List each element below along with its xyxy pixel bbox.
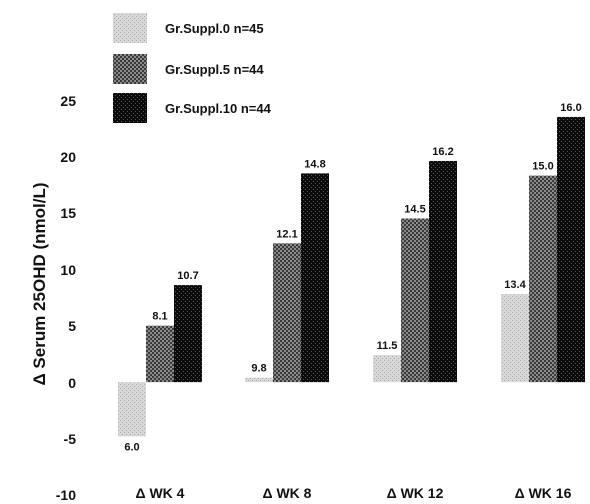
- y-tick-label: 10: [60, 262, 76, 278]
- y-tick-label: -5: [64, 431, 77, 447]
- bar-value-label: 10.7: [177, 270, 198, 282]
- legend: Gr.Suppl.0 n=45 Gr.Suppl.5 n=44 Gr.Suppl…: [113, 13, 272, 123]
- bar: [118, 382, 146, 437]
- legend-swatch: [113, 93, 147, 123]
- legend-label: Gr.Suppl.10 n=44: [165, 101, 272, 116]
- bar-value-label: 16.2: [432, 146, 453, 158]
- legend-swatch: [113, 54, 147, 84]
- bar: [429, 160, 457, 383]
- data-labels-layer: 6.0 8.1 10.7 9.8 12.1 14.8 11.5 14.5 16.2 13.4 15.…: [124, 102, 581, 453]
- bar: [174, 285, 202, 383]
- bar-value-label: 6.0: [124, 441, 139, 453]
- bar: [373, 355, 401, 383]
- bar-value-label: 14.8: [304, 158, 325, 170]
- legend-item: Gr.Suppl.0 n=45: [113, 13, 264, 43]
- legend-item: Gr.Suppl.10 n=44: [113, 93, 272, 123]
- bars-layer: [118, 116, 585, 437]
- x-tick-label: Δ WK 4: [136, 485, 185, 501]
- bar-value-label: 9.8: [251, 363, 266, 375]
- y-axis-ticks: 25 20 15 10 5 0 -5 -10: [56, 93, 76, 503]
- bar: [245, 377, 273, 383]
- x-tick-label: Δ WK 16: [515, 485, 572, 501]
- y-tick-label: 25: [60, 93, 76, 109]
- legend-label: Gr.Suppl.5 n=44: [165, 62, 264, 77]
- y-axis-label: Δ Serum 25OHD (nmol/L): [30, 182, 49, 385]
- bar: [401, 218, 429, 383]
- bar: [501, 294, 529, 383]
- x-tick-label: Δ WK 12: [387, 485, 444, 501]
- bar-value-label: 14.5: [404, 204, 425, 216]
- legend-label: Gr.Suppl.0 n=45: [165, 21, 264, 36]
- bar-value-label: 15.0: [532, 161, 553, 173]
- y-tick-label: 20: [60, 149, 76, 165]
- bar-value-label: 11.5: [377, 340, 398, 352]
- x-axis-labels: Δ WK 4 Δ WK 8 Δ WK 12 Δ WK 16: [136, 485, 572, 501]
- legend-swatch: [113, 13, 147, 43]
- bar-value-label: 8.1: [152, 311, 167, 323]
- bar-value-label: 13.4: [504, 279, 526, 291]
- y-tick-label: -10: [56, 487, 76, 503]
- y-tick-label: 15: [60, 205, 76, 221]
- bar: [301, 173, 329, 383]
- legend-item: Gr.Suppl.5 n=44: [113, 54, 264, 84]
- y-tick-label: 5: [68, 318, 76, 334]
- y-tick-label: 0: [68, 375, 76, 391]
- bar-value-label: 12.1: [276, 228, 297, 240]
- bar: [146, 325, 174, 383]
- bar: [273, 243, 301, 383]
- bar: [557, 116, 585, 383]
- bar-value-label: 16.0: [560, 102, 581, 114]
- x-tick-label: Δ WK 8: [263, 485, 312, 501]
- bar: [529, 175, 557, 383]
